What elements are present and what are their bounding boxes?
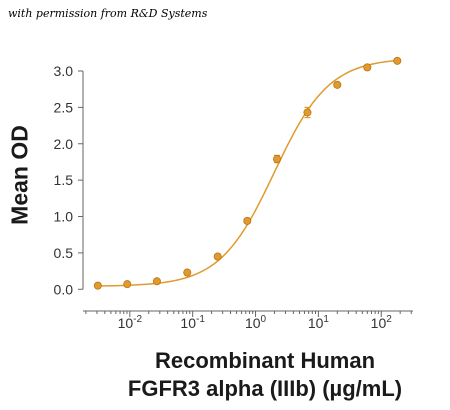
data-point-3: [183, 268, 192, 277]
y-tick-label-5: 2.5: [54, 99, 74, 115]
data-point-8: [333, 80, 342, 89]
data-point-10: [393, 56, 402, 65]
data-point-6: [273, 154, 282, 164]
x-axis-label-line-1: Recombinant Human: [154, 348, 376, 373]
data-point-1: [123, 280, 132, 289]
data-point-2: [152, 277, 161, 286]
data-marker: [243, 216, 252, 225]
data-point-5: [243, 216, 252, 225]
x-tick-label-2: 100: [245, 314, 267, 331]
data-marker: [363, 63, 372, 72]
x-tick-label-3: 101: [308, 314, 330, 331]
y-tick-label-6: 3.0: [54, 63, 74, 79]
data-marker: [303, 108, 312, 117]
y-tick-label-4: 2.0: [54, 136, 74, 152]
y-axis-label-text: Mean OD: [6, 125, 33, 225]
y-tick-label-2: 1.0: [54, 209, 74, 225]
y-axis-label: Mean OD: [5, 125, 35, 225]
data-marker: [333, 80, 342, 89]
x-axis-label-line-2: FGFR3 alpha (IIIb) (µg/mL): [127, 376, 403, 401]
y-tick-label-1: 0.5: [54, 245, 74, 261]
data-marker: [93, 281, 102, 290]
x-tick-label-0: 10-2: [118, 314, 143, 331]
data-marker: [123, 280, 132, 289]
x-tick-label-4: 102: [371, 314, 393, 331]
fit-curve: [97, 59, 398, 287]
data-marker: [273, 155, 282, 164]
data-marker: [393, 56, 402, 65]
data-marker: [213, 252, 222, 261]
y-tick-label-3: 1.5: [54, 172, 74, 188]
data-point-4: [213, 252, 222, 261]
data-point-0: [93, 281, 102, 290]
x-tick-label-1: 10-1: [180, 314, 205, 331]
credit-text: with permission from R&D Systems: [8, 7, 208, 20]
data-marker: [152, 277, 161, 286]
y-tick-label-0: 0.0: [54, 281, 74, 297]
data-marker: [183, 268, 192, 277]
data-point-7: [303, 106, 312, 119]
data-point-9: [363, 63, 372, 72]
